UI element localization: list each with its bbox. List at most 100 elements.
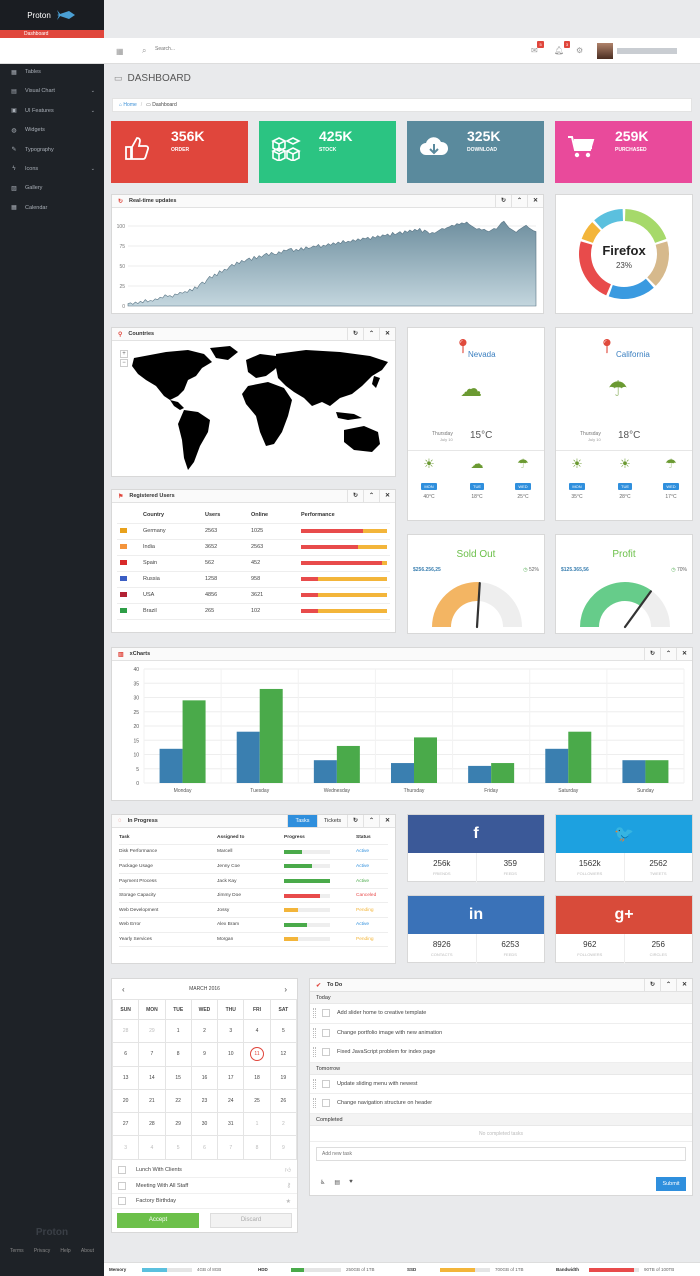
footer-link-about[interactable]: About <box>80 1248 94 1254</box>
chevron-left-icon[interactable]: ‹ <box>122 984 125 994</box>
calendar-day[interactable]: 17 <box>217 1065 245 1090</box>
calendar-event[interactable]: Lunch With Clients 👍︎ <box>112 1163 297 1179</box>
settings-icon[interactable]: ⚙ <box>576 46 584 55</box>
calendar-day[interactable]: 2 <box>190 1018 219 1044</box>
todo-checkbox[interactable] <box>322 1079 330 1088</box>
calendar-day[interactable]: 9 <box>269 1135 298 1160</box>
todo-checkbox[interactable] <box>322 1009 330 1018</box>
drag-handle-icon[interactable] <box>313 1098 316 1109</box>
submit-button[interactable]: Submit <box>656 1177 686 1191</box>
close-icon[interactable]: ✕ <box>379 328 395 340</box>
calendar-day[interactable]: 6 <box>111 1042 140 1067</box>
calendar-day[interactable]: 30 <box>190 1112 219 1137</box>
event-checkbox[interactable] <box>118 1166 126 1175</box>
drag-handle-icon[interactable] <box>313 1047 316 1058</box>
calendar-day[interactable]: 6 <box>190 1135 219 1160</box>
document-icon[interactable]: ▤ <box>334 1180 341 1186</box>
calendar-day[interactable]: 28 <box>138 1112 166 1137</box>
calendar-event[interactable]: Factory Birthday ★ <box>112 1194 297 1210</box>
calendar-day[interactable]: 7 <box>138 1042 166 1067</box>
calendar-day[interactable]: 27 <box>111 1112 140 1137</box>
calendar-day[interactable]: 13 <box>111 1065 140 1090</box>
sidebar-item-widgets[interactable]: ◍ Widgets <box>0 121 104 140</box>
sidebar-item-ui-features[interactable]: ▣ UI Features ⌄ <box>0 101 104 120</box>
collapse-icon[interactable]: ⌃ <box>660 648 676 660</box>
calendar-day[interactable]: 19 <box>269 1065 298 1090</box>
calendar-day[interactable]: 3 <box>111 1135 140 1160</box>
sidebar-item-icons[interactable]: ϟ Icons ⌄ <box>0 159 104 178</box>
calendar-day[interactable]: 8 <box>164 1042 192 1067</box>
calendar-day[interactable]: 20 <box>111 1088 140 1114</box>
tile-stock[interactable]: 425K STOCK <box>259 121 396 183</box>
search-input[interactable] <box>155 46 255 52</box>
todo-item[interactable]: Fixed JavaScript problem for index page <box>310 1043 692 1063</box>
calendar-day[interactable]: 15 <box>164 1065 192 1090</box>
social-card-facebook[interactable]: f 256k FRIENDS 359 FEEDS <box>407 814 545 883</box>
drag-handle-icon[interactable] <box>313 1027 316 1038</box>
table-row[interactable]: Payment Process Jack Kay Active <box>119 873 388 889</box>
world-map[interactable] <box>126 346 394 474</box>
todo-item[interactable]: Change navigation structure on header <box>310 1094 692 1114</box>
calendar-day[interactable]: 28 <box>111 1018 140 1044</box>
mail-icon[interactable]: ✉ 5 <box>531 41 544 55</box>
bell-icon[interactable]: 🔔︎ 3 <box>554 41 571 55</box>
reload-icon[interactable]: ↻ <box>347 328 363 340</box>
calendar-day[interactable]: 5 <box>164 1135 192 1160</box>
table-row[interactable]: Disk Performance Marcell Active <box>119 844 388 860</box>
close-icon[interactable]: ✕ <box>527 195 543 207</box>
drag-handle-icon[interactable] <box>313 1008 316 1019</box>
calendar-day[interactable]: 10 <box>217 1042 245 1067</box>
tile-download[interactable]: 325K DOWNLOAD <box>407 121 544 183</box>
calendar-day[interactable]: 3 <box>217 1018 245 1044</box>
todo-checkbox[interactable] <box>322 1099 330 1108</box>
footer-link-terms[interactable]: Terms <box>10 1248 24 1254</box>
sidebar-item-dashboard[interactable]: Dashboard <box>0 30 104 38</box>
new-task-input[interactable] <box>316 1146 686 1161</box>
tab-tasks[interactable]: Tasks <box>287 815 317 827</box>
close-icon[interactable]: ✕ <box>379 815 395 827</box>
calendar-day[interactable]: 24 <box>217 1088 245 1114</box>
reload-icon[interactable]: ↻ <box>644 648 660 660</box>
close-icon[interactable]: ✕ <box>676 979 692 991</box>
todo-item[interactable]: Add slider home to creative template <box>310 1004 692 1024</box>
collapse-icon[interactable]: ⌃ <box>511 195 527 207</box>
sidebar-item-typography[interactable]: ✎ Typography <box>0 140 104 159</box>
footer-link-help[interactable]: Help <box>60 1248 71 1254</box>
calendar-day[interactable]: 4 <box>243 1018 271 1044</box>
user-name-blurred[interactable] <box>617 48 677 54</box>
tile-purchased[interactable]: 259K PURCHASED <box>555 121 692 183</box>
calendar-day[interactable]: 11 <box>243 1042 271 1067</box>
calendar-day[interactable]: 14 <box>138 1065 166 1090</box>
calendar-day[interactable]: 23 <box>190 1088 219 1114</box>
calendar-day[interactable]: 26 <box>269 1088 298 1114</box>
breadcrumb-home[interactable]: ⌂ Home <box>119 102 137 108</box>
sidebar-item-tables[interactable]: ▦ Tables <box>0 62 104 81</box>
collapse-icon[interactable]: ⌃ <box>660 979 676 991</box>
calendar-day[interactable]: 8 <box>243 1135 271 1160</box>
heart-icon[interactable]: ♥ <box>349 1179 353 1185</box>
footer-link-privacy[interactable]: Privacy <box>33 1248 51 1254</box>
reload-icon[interactable]: ↻ <box>495 195 511 207</box>
table-row[interactable]: Web Development Jossy Pending <box>119 902 388 919</box>
tab-tickets[interactable]: Tickets <box>317 815 347 827</box>
close-icon[interactable]: ✕ <box>676 648 692 660</box>
calendar-day[interactable]: 4 <box>138 1135 166 1160</box>
calendar-day[interactable]: 1 <box>164 1018 192 1044</box>
todo-checkbox[interactable] <box>322 1028 330 1037</box>
calendar-day[interactable]: 21 <box>138 1088 166 1114</box>
social-card-google-plus[interactable]: g+ 962 FOLLOWERS 256 CIRCLES <box>555 895 693 964</box>
collapse-icon[interactable]: ⌃ <box>363 328 379 340</box>
reload-icon[interactable]: ↻ <box>347 490 363 502</box>
accept-button[interactable]: Accept <box>117 1213 199 1229</box>
calendar-day[interactable]: 2 <box>269 1112 298 1137</box>
calendar-day[interactable]: 12 <box>269 1042 298 1067</box>
calendar-day[interactable]: 16 <box>190 1065 219 1090</box>
map-zoom-in[interactable]: + <box>120 350 128 358</box>
calendar-day[interactable]: 18 <box>243 1065 271 1090</box>
calendar-day[interactable]: 25 <box>243 1088 271 1114</box>
calendar-event[interactable]: Meeting With All Staff ⚷ <box>112 1178 297 1194</box>
calendar-day[interactable]: 22 <box>164 1088 192 1114</box>
chevron-right-icon[interactable]: › <box>284 984 287 994</box>
drag-handle-icon[interactable] <box>313 1078 316 1089</box>
calendar-day[interactable]: 9 <box>190 1042 219 1067</box>
